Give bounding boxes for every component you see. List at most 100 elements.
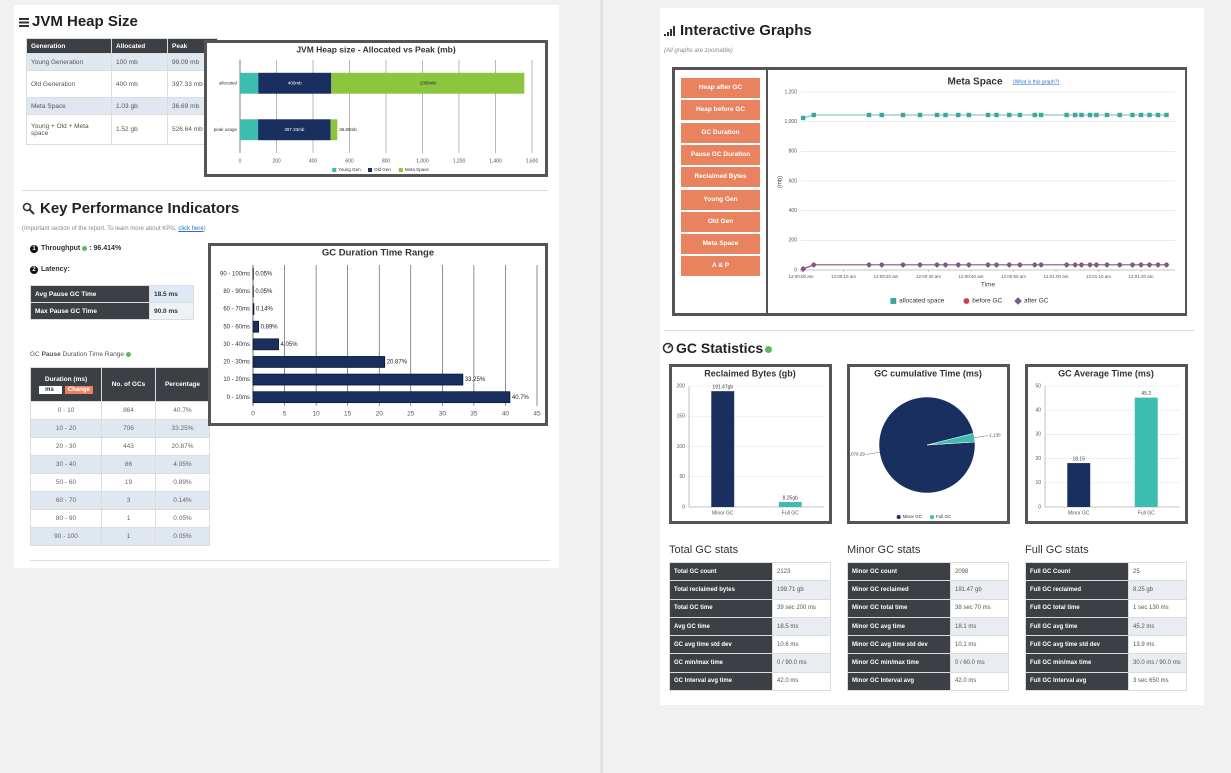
marker bbox=[1087, 112, 1093, 118]
header-cell: Generation bbox=[26, 38, 112, 54]
bar bbox=[258, 72, 332, 94]
graph-button[interactable]: A & P bbox=[681, 256, 760, 277]
graph-button[interactable]: Young Gen bbox=[681, 189, 760, 210]
cell: 4.05% bbox=[155, 455, 210, 474]
y-tick-label: 1,200 bbox=[784, 89, 797, 95]
row-label: Full GC reclaimed bbox=[1025, 580, 1129, 600]
stats-table: Full GC Count 25 Full GC reclaimed 8.25 gb F… bbox=[1025, 561, 1187, 692]
unit-select[interactable]: ms bbox=[39, 385, 62, 394]
legend-marker bbox=[368, 167, 373, 173]
change-button[interactable]: Change bbox=[64, 385, 93, 394]
marker bbox=[1017, 262, 1023, 268]
title-text: GC Statistics bbox=[676, 340, 764, 356]
y-tick-label: 100 bbox=[677, 444, 686, 450]
graph-button[interactable]: Heap after GC bbox=[681, 78, 760, 98]
row-label: Total reclaimed bytes bbox=[669, 580, 773, 600]
cell: 45.2 ms bbox=[1128, 616, 1187, 637]
cell: 50 - 60 bbox=[30, 473, 102, 492]
value: : 96.414% bbox=[89, 245, 122, 252]
cell: 2123 bbox=[772, 561, 831, 582]
gauge-icon bbox=[662, 342, 674, 354]
note: (Important section of the report. To lea… bbox=[22, 226, 206, 232]
x-tick-label: Minor GC bbox=[1068, 510, 1090, 516]
legend-marker bbox=[398, 167, 403, 173]
bar bbox=[252, 356, 386, 368]
bar bbox=[778, 502, 802, 507]
stats-table: Total GC count 2123 Total reclaimed bytes 1… bbox=[669, 561, 831, 692]
x-tick-label: 12:01:00 am bbox=[1043, 274, 1068, 279]
marker bbox=[1104, 112, 1110, 118]
leader-line bbox=[974, 435, 989, 438]
separator bbox=[30, 560, 550, 561]
help-link[interactable]: (What is this graph?) bbox=[1013, 79, 1059, 85]
cell: 100 mb bbox=[111, 53, 168, 71]
header-row: Generation Allocated Peak bbox=[26, 38, 218, 54]
cell: 1.03 gb bbox=[111, 97, 168, 115]
table-row: Full GC total time 1 sec 130 ms bbox=[1025, 598, 1187, 618]
heap-table: Generation Allocated Peak Young Generation 1… bbox=[26, 38, 218, 145]
x-tick-label: Full GC bbox=[1138, 510, 1155, 516]
row-label: Full GC Count bbox=[1025, 561, 1129, 582]
marker bbox=[1155, 262, 1161, 268]
marker bbox=[917, 262, 923, 268]
number-badge: 2 bbox=[30, 266, 38, 274]
marker bbox=[1104, 262, 1110, 268]
marker bbox=[1072, 262, 1078, 268]
legend-marker bbox=[1014, 297, 1022, 305]
x-tick-label: 600 bbox=[345, 158, 354, 164]
marker bbox=[994, 112, 999, 118]
x-tick-label: 10 bbox=[312, 411, 320, 418]
legend-label: before GC bbox=[972, 298, 1002, 305]
x-tick-label: 0 bbox=[251, 411, 255, 418]
row-label: Minor GC Interval avg bbox=[847, 671, 951, 692]
bar bbox=[240, 119, 259, 141]
table-row: Total GC time 39 sec 200 ms bbox=[669, 598, 831, 618]
data-label: 20.87% bbox=[387, 360, 408, 366]
row-label: Full GC avg time bbox=[1025, 616, 1129, 637]
marker bbox=[1063, 262, 1070, 268]
data-label: 0.05% bbox=[255, 271, 273, 277]
table-row: GC min/max time 0 / 90.0 ms bbox=[669, 653, 831, 673]
chart-title: Reclaimed Bytes (gb) bbox=[704, 368, 796, 378]
pie-slice bbox=[878, 396, 976, 494]
table-row: Full GC Count 25 bbox=[1025, 561, 1187, 582]
cell: 90.0 ms bbox=[149, 302, 194, 320]
cell: 10.1 ms bbox=[950, 635, 1009, 655]
table-title: Total GC stats bbox=[669, 544, 739, 556]
legend-label: Young Gen bbox=[338, 167, 361, 172]
data-label: 4.05% bbox=[281, 342, 299, 348]
link[interactable]: click here bbox=[178, 226, 204, 232]
graph-button[interactable]: Pause GC Duration bbox=[681, 144, 760, 165]
graph-button[interactable]: Old Gen bbox=[681, 211, 760, 232]
cell: 10 - 20 bbox=[30, 419, 102, 438]
chart-background bbox=[768, 70, 1185, 313]
cell: 40.7% bbox=[155, 401, 210, 420]
table-row: Young Generation 100 mb 99.09 mb bbox=[26, 53, 218, 71]
table-row: 20 - 30 443 20.87% bbox=[30, 437, 210, 456]
data-label: 33.25% bbox=[465, 377, 486, 383]
cell: 18.5 ms bbox=[772, 616, 831, 637]
graph-button[interactable]: Meta Space bbox=[681, 234, 760, 255]
legend-marker bbox=[890, 298, 897, 304]
y-tick-label: 50 bbox=[679, 474, 685, 480]
marker bbox=[1093, 262, 1100, 268]
cell: 80 - 90 bbox=[30, 509, 102, 528]
label: Throughput bbox=[41, 245, 81, 252]
table-row: Meta Space 1.03 gb 36.69 mb bbox=[26, 97, 218, 115]
marker bbox=[1038, 112, 1044, 118]
bar bbox=[252, 391, 511, 404]
row-label: Total GC time bbox=[669, 598, 773, 618]
x-tick-label: 30 bbox=[439, 411, 447, 418]
graph-button[interactable]: Reclaimed Bytes bbox=[681, 167, 760, 188]
graph-button[interactable]: Heap before GC bbox=[681, 100, 760, 121]
row-label: Total GC count bbox=[669, 561, 773, 582]
bar bbox=[252, 320, 260, 333]
header-cell: Percentage bbox=[155, 367, 210, 402]
graph-button[interactable]: GC Duration bbox=[681, 122, 760, 143]
y-tick-label: 400 bbox=[789, 208, 798, 214]
table-row: Minor GC avg time 18.1 ms bbox=[847, 616, 1009, 637]
table-row: Minor GC min/max time 0 / 60.0 ms bbox=[847, 653, 1009, 673]
table-row: 50 - 60 19 0.89% bbox=[30, 473, 210, 492]
y-tick-label: 200 bbox=[677, 383, 686, 389]
header-row: Duration (ms) ms Change No. of GCs Percentag… bbox=[30, 367, 210, 402]
